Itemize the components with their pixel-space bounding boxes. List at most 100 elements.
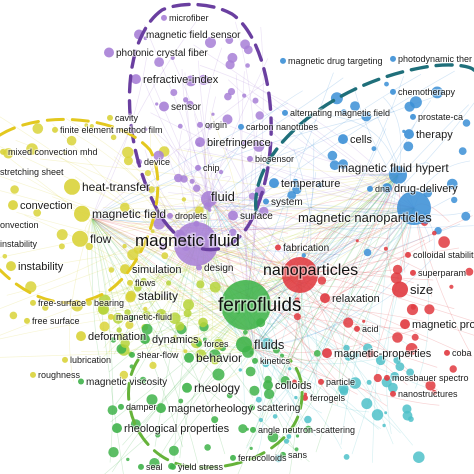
edge-red xyxy=(397,174,406,273)
term-label: mossbauer spectro xyxy=(392,373,469,383)
term-label: scattering xyxy=(257,403,300,414)
node-purple xyxy=(242,93,247,98)
edge-purple xyxy=(183,148,415,209)
node-green xyxy=(249,385,260,396)
edge-purple xyxy=(229,125,399,176)
term-node-t57 xyxy=(354,325,360,332)
node-yellow xyxy=(148,186,155,193)
node-yellow xyxy=(84,123,89,128)
node-purple xyxy=(186,100,194,109)
node-purple xyxy=(174,173,183,183)
edge-lime xyxy=(194,174,399,302)
edge-green xyxy=(91,217,124,474)
node-purple xyxy=(253,140,265,152)
term-label: magnetorheology xyxy=(168,403,254,415)
term-label: ferrogels xyxy=(310,393,346,403)
node-lime xyxy=(120,338,130,348)
node-cyan xyxy=(304,415,312,424)
term-node-t65 xyxy=(140,334,150,345)
term-node-t1 xyxy=(161,14,167,21)
edge-cyan xyxy=(245,304,429,389)
edge-yellow xyxy=(101,174,399,235)
edge-green xyxy=(179,174,399,414)
term-label: therapy xyxy=(416,129,453,141)
edge-purple xyxy=(228,207,415,211)
node-lime xyxy=(166,280,172,286)
edge-blue xyxy=(91,204,296,223)
node-yellow xyxy=(108,267,115,273)
term-node-t43 xyxy=(338,134,348,145)
label-layer: microfiber magnetic field sensor photonic … xyxy=(0,12,474,473)
node-yellow xyxy=(149,361,157,369)
edge-red xyxy=(91,217,474,322)
term-label: sans xyxy=(288,450,308,460)
edge-cyan xyxy=(253,348,264,460)
term-label: chemotherapy xyxy=(398,87,456,97)
term-label: dna xyxy=(375,184,390,194)
node-cyan xyxy=(294,395,298,400)
term-node-t56 xyxy=(320,293,330,304)
term-label: deformation xyxy=(88,331,146,343)
edge-purple xyxy=(150,112,415,209)
node-blue xyxy=(363,248,372,257)
node-cyan xyxy=(262,360,270,368)
node-lime xyxy=(156,309,167,320)
node-green xyxy=(264,388,275,400)
node-green xyxy=(313,350,321,357)
term-node-t51 xyxy=(282,257,318,293)
node-lime xyxy=(142,311,151,320)
term-label: simulation xyxy=(132,264,182,276)
edge-green xyxy=(337,174,399,406)
term-label: stability xyxy=(138,289,178,303)
term-node-t39 xyxy=(390,88,396,95)
node-green xyxy=(126,457,130,462)
term-label: damper xyxy=(126,402,157,412)
node-lime xyxy=(98,305,108,315)
term-node-t72 xyxy=(182,382,192,393)
term-label: instability xyxy=(18,261,64,273)
node-red xyxy=(317,276,327,285)
node-green xyxy=(243,329,248,335)
term-label: ferrofluids xyxy=(218,295,301,316)
edge-green xyxy=(289,274,303,474)
term-node-t55 xyxy=(392,281,408,298)
highlight-ring-3 xyxy=(254,63,474,212)
edge-cyan xyxy=(340,207,415,445)
node-cyan xyxy=(349,377,362,389)
node-yellow xyxy=(25,281,37,293)
term-label: carbon nanotubes xyxy=(246,122,319,132)
node-green xyxy=(107,405,118,415)
node-green xyxy=(212,368,225,381)
node-green xyxy=(279,353,285,358)
node-yellow xyxy=(42,304,49,311)
node-lime xyxy=(183,299,194,311)
term-label: cells xyxy=(350,134,373,146)
term-label: acid xyxy=(362,324,379,334)
edge-cyan xyxy=(291,174,399,415)
node-red xyxy=(431,389,437,396)
edge-cyan xyxy=(245,207,415,449)
edge-green xyxy=(274,207,415,456)
edge-purple xyxy=(91,217,151,253)
term-label: photodynamic ther xyxy=(398,54,472,64)
term-node-t30 xyxy=(30,299,36,306)
node-lime xyxy=(169,312,181,325)
edge-yellow xyxy=(0,207,415,336)
edge-blue xyxy=(91,102,289,219)
term-label: temperature xyxy=(281,178,340,190)
node-purple xyxy=(252,97,259,104)
highlight-ring-4 xyxy=(127,358,304,469)
term-label: mixed convection mhd xyxy=(8,147,98,157)
edge-green xyxy=(111,304,247,473)
term-node-t35 xyxy=(62,356,68,363)
term-label: fluid xyxy=(211,189,235,204)
node-purple xyxy=(143,127,148,132)
term-label: stretching sheet xyxy=(0,167,64,177)
term-label: drug-delivery xyxy=(394,183,458,195)
node-yellow xyxy=(123,156,133,166)
term-label: chip xyxy=(203,163,220,173)
edge-yellow xyxy=(84,217,110,234)
node-red xyxy=(465,267,474,276)
node-purple xyxy=(170,55,175,61)
edge-blue xyxy=(253,104,470,350)
